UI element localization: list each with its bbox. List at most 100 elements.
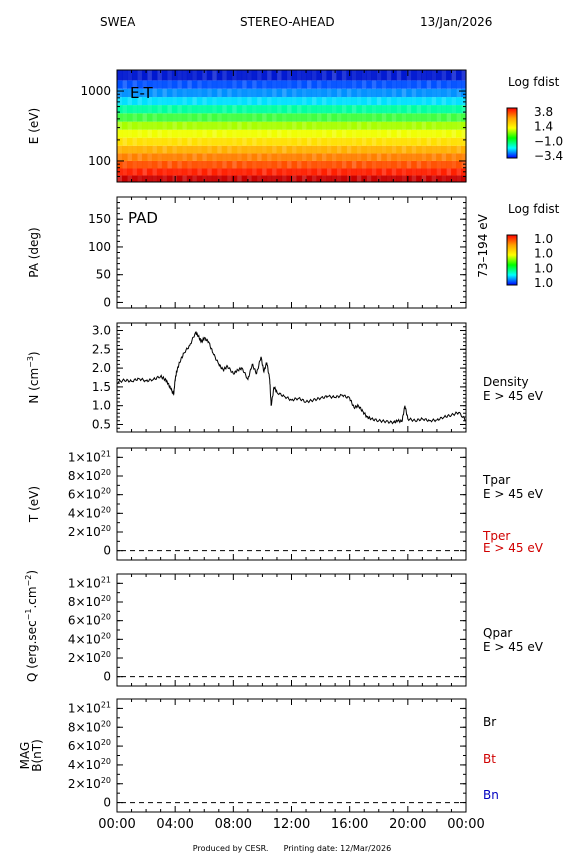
spectrogram-cell (441, 153, 447, 161)
spectrogram-cell (181, 97, 188, 106)
spectrogram-cell (446, 160, 452, 169)
spectrogram-cell (326, 80, 332, 89)
spectrogram-cell (161, 137, 168, 146)
spectrogram-cell (236, 80, 243, 89)
spectrogram-cell (306, 168, 313, 176)
spectrogram-cell (171, 80, 178, 89)
spectrogram-cell (331, 145, 337, 154)
spectrogram-cell (376, 175, 382, 182)
spectrogram-cell (291, 145, 298, 154)
spectrogram-cell (126, 121, 133, 130)
energy-colorbar (506, 107, 518, 159)
spectrogram-cell (371, 121, 377, 130)
spectrogram-cell (341, 105, 347, 114)
spectrogram-cell (166, 113, 173, 122)
temperature-legend: E > 45 eV (483, 487, 544, 501)
energy-colorbar-tick-label: −1.0 (534, 134, 563, 148)
spectrogram-cell (281, 113, 288, 122)
spectrogram-cell (421, 137, 427, 146)
spectrogram-cell (291, 129, 298, 138)
spectrogram-cell (336, 105, 342, 114)
spectrogram-cell (391, 80, 397, 89)
spectrogram-cell (141, 97, 148, 106)
spectrogram-cell (281, 145, 288, 154)
spectrogram-cell (271, 153, 278, 161)
spectrogram-cell (421, 168, 427, 176)
spectrogram-cell (366, 175, 372, 182)
spectrogram-cell (456, 80, 462, 89)
spectrogram-cell (351, 160, 357, 169)
spectrogram-cell (176, 113, 183, 122)
spectrogram-cell (131, 105, 138, 114)
spectrogram-cell (246, 113, 253, 122)
spectrogram-cell (126, 70, 133, 81)
spectrogram-cell (156, 145, 163, 154)
spectrogram-cell (117, 97, 123, 106)
spectrogram-cell (301, 175, 308, 182)
spectrogram-cell (256, 145, 263, 154)
spectrogram-cell (241, 121, 248, 130)
spectrogram-cell (451, 137, 457, 146)
spectrogram-cell (171, 70, 178, 81)
spectrogram-cell (251, 70, 258, 81)
spectrogram-cell (166, 153, 173, 161)
spectrogram-cell (456, 160, 462, 169)
spectrogram-cell (311, 88, 318, 98)
spectrogram-cell (291, 105, 298, 114)
spectrogram-cell (311, 153, 318, 161)
spectrogram-cell (406, 121, 412, 130)
spectrogram-cell (186, 70, 193, 81)
spectrogram-cell (411, 88, 417, 98)
spectrogram-cell (176, 121, 183, 130)
spectrogram-cell (251, 80, 258, 89)
y-tick-label: 1000 (80, 84, 111, 98)
spectrogram-cell (256, 88, 263, 98)
spectrogram-cell (181, 160, 188, 169)
spectrogram-cell (166, 97, 173, 106)
spectrogram-cell (166, 70, 173, 81)
spectrogram-cell (306, 145, 313, 154)
spectrogram-cell (191, 137, 198, 146)
spectrogram-cell (256, 137, 263, 146)
spectrogram-cell (261, 113, 268, 122)
spectrogram-cell (331, 97, 337, 106)
spectrogram-cell (306, 121, 313, 130)
spectrogram-cell (146, 175, 153, 182)
spectrogram-cell (291, 160, 298, 169)
spectrogram-cell (436, 168, 442, 176)
spectrogram-cell (196, 137, 203, 146)
y-tick-label: 0 (103, 796, 111, 810)
spectrogram-cell (436, 97, 442, 106)
spectrogram-cell (131, 70, 138, 81)
spectrogram-cell (121, 80, 128, 89)
spectrogram-cell (371, 88, 377, 98)
spectrogram-cell (291, 121, 298, 130)
spectrogram-cell (376, 137, 382, 146)
spectrogram-cell (181, 80, 188, 89)
density-frame (116, 322, 467, 433)
spectrogram-cell (446, 121, 452, 130)
spectrogram-cell (361, 145, 367, 154)
y-tick-label: 6×1020 (68, 487, 111, 502)
spectrogram-cell (266, 105, 273, 114)
spectrogram-cell (286, 160, 293, 169)
spectrogram-cell (336, 129, 342, 138)
spectrogram-cell (456, 129, 462, 138)
spectrogram-cell (411, 137, 417, 146)
spectrogram-cell (326, 121, 332, 130)
x-tick-label: 16:00 (331, 817, 368, 832)
spectrogram-cell (391, 129, 397, 138)
energy-time-spectrogram (117, 70, 467, 182)
spectrogram-cell (246, 153, 253, 161)
spectrogram-cell (461, 113, 467, 122)
spectrogram-cell (391, 145, 397, 154)
spectrogram-cell (246, 80, 253, 89)
spectrogram-cell (286, 80, 293, 89)
spectrogram-cell (176, 80, 183, 89)
spectrogram-cell (181, 113, 188, 122)
spectrogram-cell (201, 168, 208, 176)
spectrogram-cell (396, 88, 402, 98)
spectrogram-cell (236, 70, 243, 81)
instrument-label: SWEA (100, 15, 136, 29)
spectrogram-cell (271, 97, 278, 106)
